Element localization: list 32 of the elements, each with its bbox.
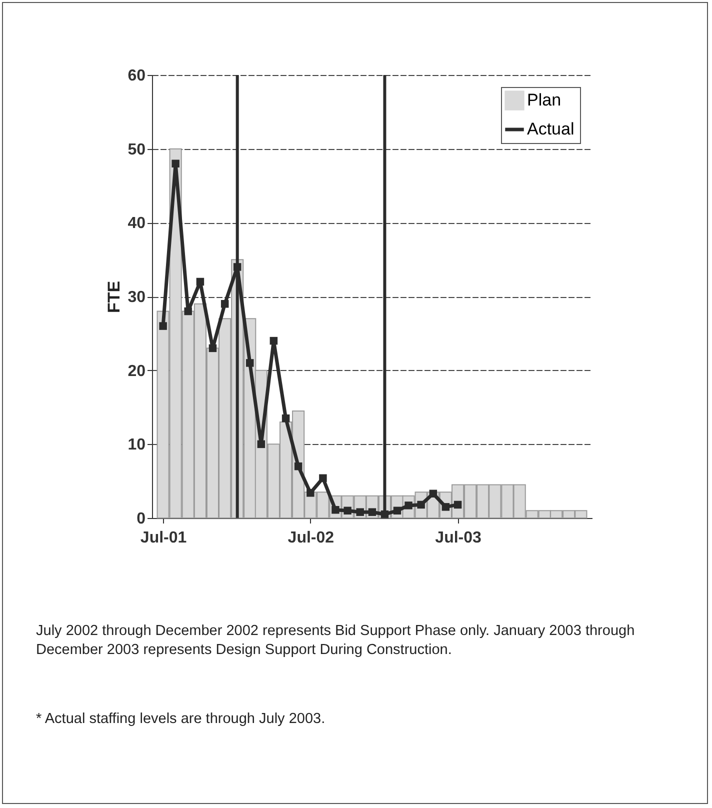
point [306, 489, 314, 497]
point [454, 500, 462, 509]
y-tick-label: 50 [128, 141, 146, 158]
point [159, 322, 167, 330]
point [319, 474, 327, 482]
y-axis-title: FTE [104, 280, 124, 314]
x-tick-label: Jul-03 [435, 530, 482, 546]
point [220, 300, 229, 308]
x-tick-label: Jul-02 [288, 530, 334, 546]
point [184, 307, 192, 316]
point [429, 490, 438, 498]
point [294, 462, 302, 470]
legend-label: Plan [527, 90, 562, 110]
point [368, 508, 376, 516]
point [208, 344, 217, 352]
y-tick-label: 30 [128, 289, 146, 306]
point [282, 414, 290, 422]
point [196, 278, 204, 286]
y-tick-label: 40 [128, 215, 146, 232]
text: * Actual staffing levels are through July 2003. [36, 710, 326, 729]
y-tick-label: 10 [128, 436, 146, 454]
y-tick-label: 60 [128, 68, 146, 84]
y-tick-label: 0 [136, 510, 146, 528]
point [246, 359, 254, 367]
legend-label: Actual [527, 120, 574, 138]
point [257, 440, 266, 448]
point [172, 160, 180, 168]
point [270, 336, 278, 345]
text: July 2002 through December 2002 represents Bid Support Phase only. January 2003 through December 2003 represents Design Support During Construction. [36, 622, 636, 660]
x-tick-label: Jul-01 [140, 530, 187, 546]
y-tick-label: 20 [128, 362, 146, 380]
point [356, 508, 364, 516]
